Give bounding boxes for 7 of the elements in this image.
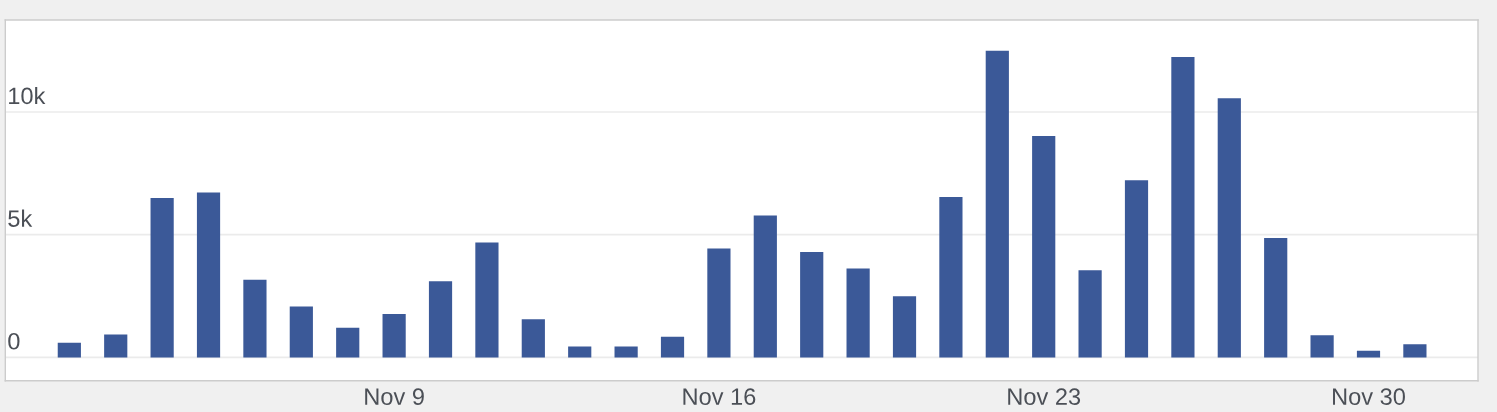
x-tick-label: Nov 30 xyxy=(1333,388,1405,405)
y-tick-label: 10k xyxy=(9,86,46,105)
y-tick-label: 0 xyxy=(8,332,20,350)
x-tick-label: Nov 23 xyxy=(1008,388,1081,405)
x-tick-label: Nov 9 xyxy=(365,388,424,405)
y-tick-label: 5k xyxy=(8,209,33,227)
x-tick-label: Nov 16 xyxy=(683,388,756,405)
